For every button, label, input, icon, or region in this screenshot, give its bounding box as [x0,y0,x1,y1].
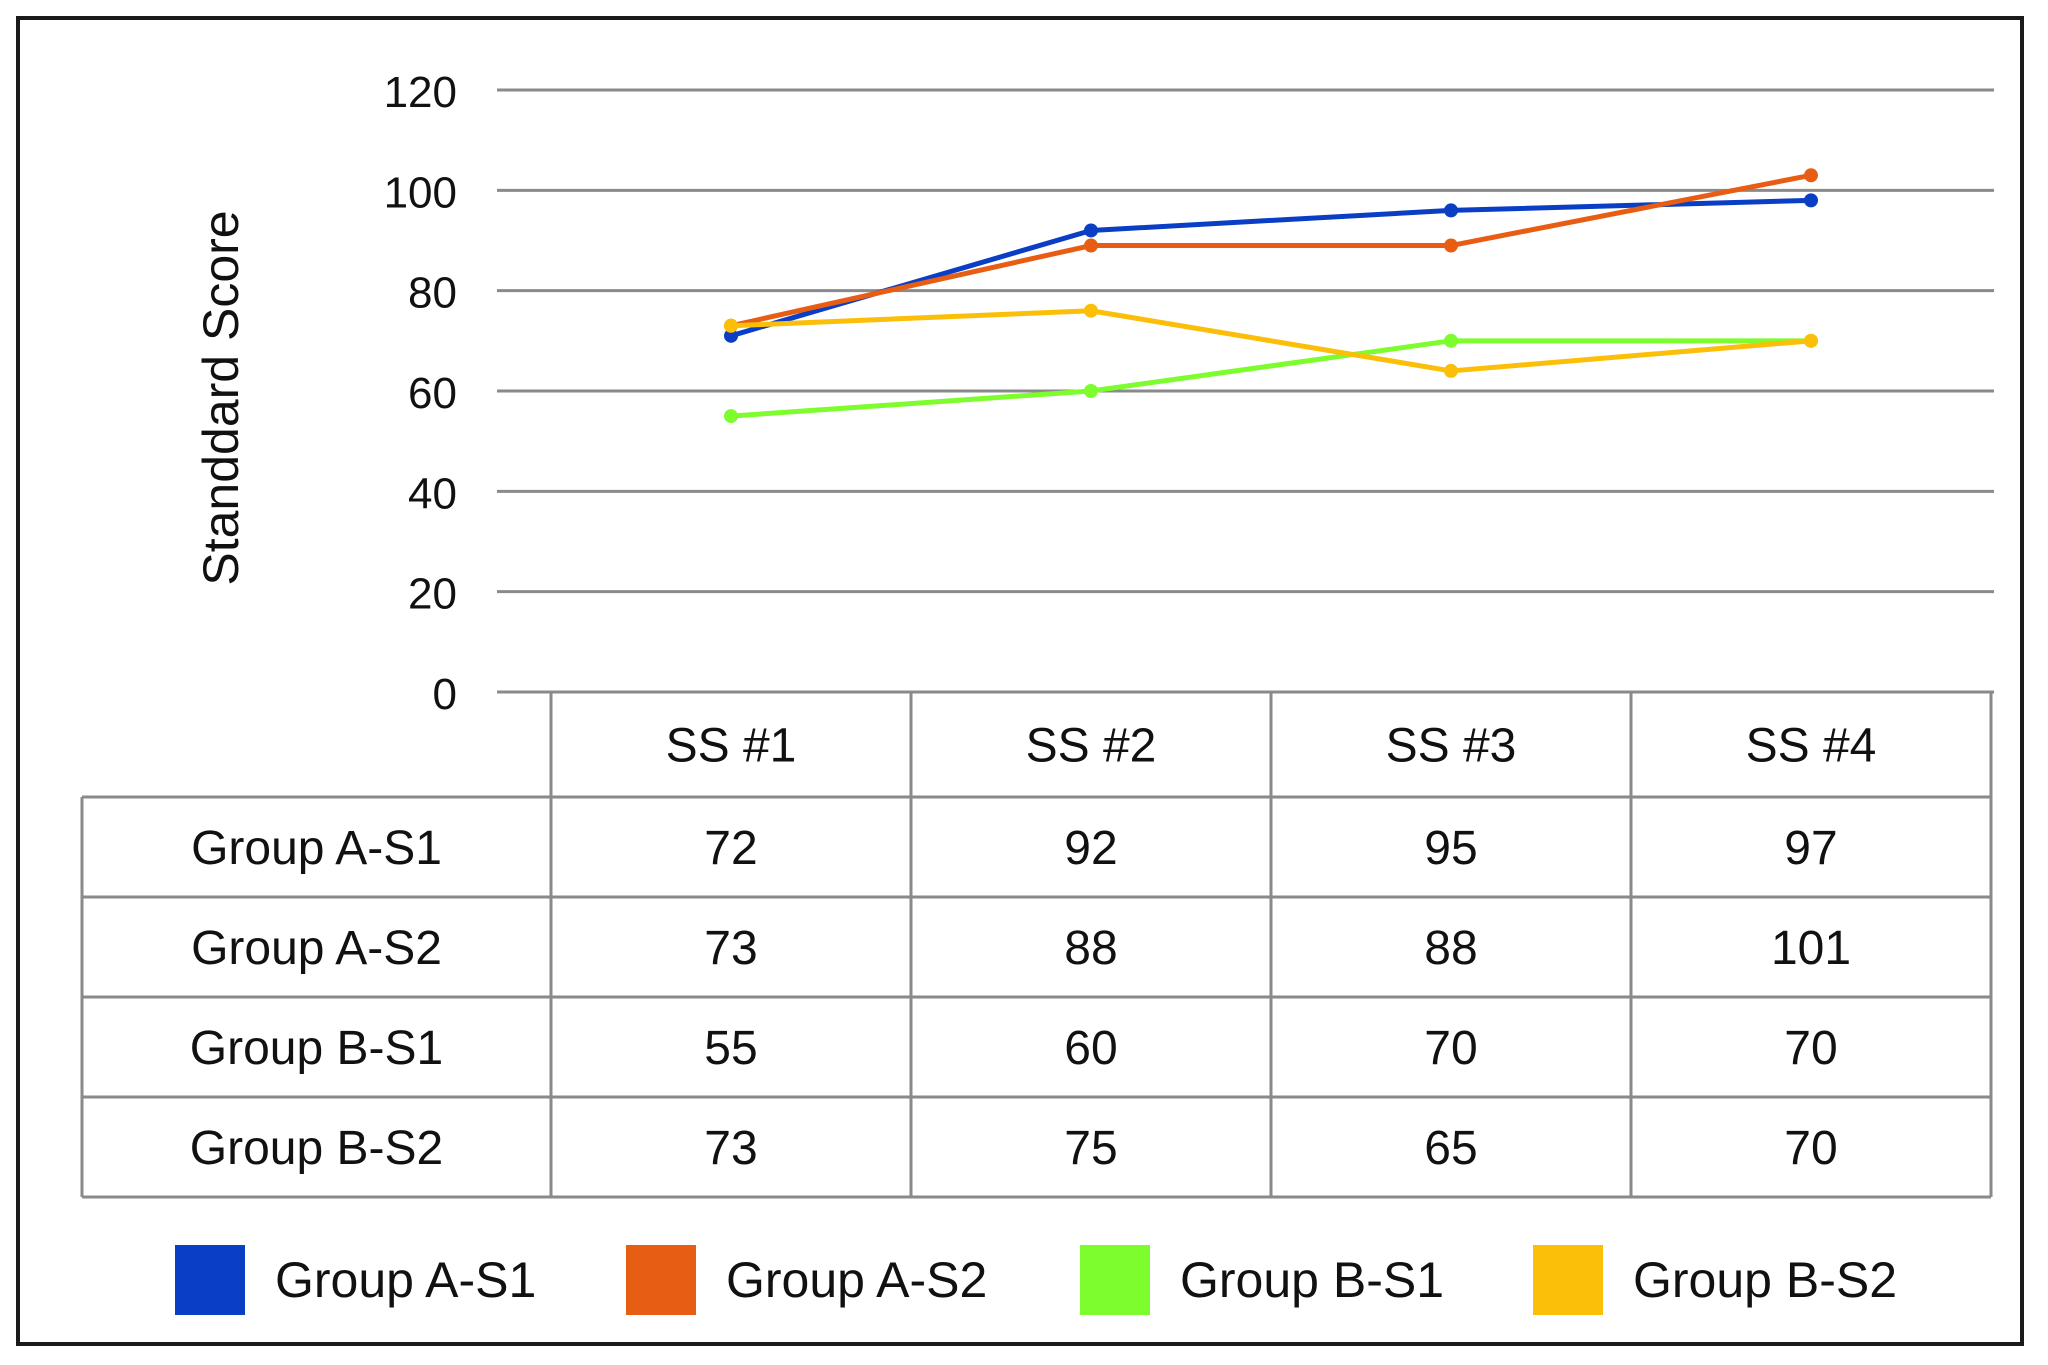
table-cell-value: 73 [704,922,757,975]
table-cell-value: 55 [704,1022,757,1075]
legend-swatch [626,1245,696,1315]
y-axis-label: Standdard Score [193,210,249,585]
category-label: SS #2 [1026,720,1157,773]
series-line [730,197,1812,339]
table-cell-value: 88 [1064,922,1117,975]
y-tick-label: 100 [384,168,457,217]
y-tick-label: 80 [408,269,457,318]
series-point [1444,203,1458,218]
legend-label: Group A-S2 [726,1252,987,1308]
series-point [1084,384,1098,398]
legend: Group A-S1 Group A-S2 Group B-S1 Group B-S2 [175,1245,1897,1315]
table-row-name: Group A-S2 [191,922,442,975]
y-tick-label: 40 [408,469,457,518]
table-cell-value: 70 [1784,1022,1837,1075]
legend-swatch [1080,1245,1150,1315]
table-cell-value: 65 [1424,1122,1477,1175]
legend-label: Group B-S1 [1180,1252,1444,1308]
y-axis-ticks: 0 20 40 60 80 100 120 [384,68,457,719]
series-point [1444,238,1458,253]
table-row-name: Group B-S2 [190,1122,443,1175]
series-line [730,338,1811,419]
series-point [1804,168,1818,183]
table-cell-value: 75 [1064,1122,1117,1175]
series-point [1444,363,1458,378]
table-cell-value: 101 [1771,922,1851,975]
series-point [724,409,738,424]
legend-label: Group A-S1 [275,1252,536,1308]
table-row-name: Group A-S1 [191,822,442,875]
figure-frame: 0 20 40 60 80 100 120 Standdard Score SS #1 SS … [16,16,2024,1346]
series-point [1084,238,1098,253]
series-point [1084,303,1098,318]
y-tick-label: 0 [433,670,457,719]
table-cell-value: 92 [1064,822,1117,875]
y-tick-label: 20 [408,570,457,619]
y-tick-label: 60 [408,369,457,418]
series-point [724,318,738,333]
series-point [1084,223,1098,238]
category-label: SS #4 [1746,720,1877,773]
y-tick-label: 120 [384,68,457,117]
data-table: SS #1 SS #2 SS #3 SS #4 Group A-S1 72 92 95 97 Gr… [80,692,1993,1199]
series-point [1444,333,1458,348]
table-cell-value: 72 [704,822,757,875]
table-row-name: Group B-S1 [190,1022,443,1075]
legend-label: Group B-S2 [1633,1252,1897,1308]
category-label: SS #3 [1386,720,1517,773]
series-point [1804,333,1818,348]
series-point [1804,193,1818,208]
series-line [730,308,1812,374]
series-lines [724,168,1818,424]
table-cell-value: 73 [704,1122,757,1175]
table-cell-value: 97 [1784,822,1837,875]
series-point [724,328,738,343]
gridlines [497,88,1994,694]
category-label: SS #1 [666,720,797,773]
legend-swatch [175,1245,245,1315]
legend-swatch [1533,1245,1603,1315]
table-cell-value: 70 [1784,1122,1837,1175]
table-cell-value: 95 [1424,822,1477,875]
table-cell-value: 70 [1424,1022,1477,1075]
table-cell-value: 88 [1424,922,1477,975]
table-cell-value: 60 [1064,1022,1117,1075]
series-line [730,172,1812,329]
